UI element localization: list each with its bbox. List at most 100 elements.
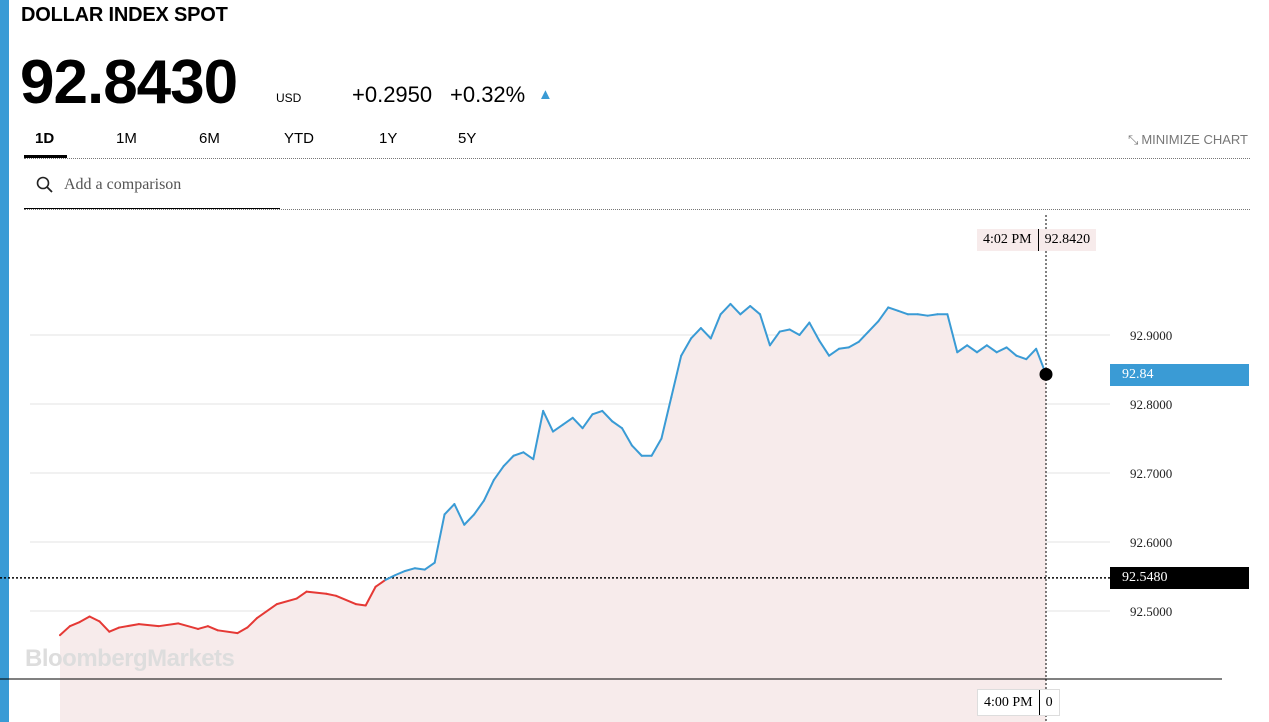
series-segment bbox=[305, 590, 328, 595]
series-segment bbox=[611, 420, 624, 430]
series-segment bbox=[828, 347, 840, 357]
page-title: DOLLAR INDEX SPOT bbox=[21, 4, 228, 26]
tab-5y[interactable]: 5Y bbox=[458, 130, 477, 147]
current-point-marker bbox=[1039, 367, 1053, 381]
series-segment bbox=[847, 340, 860, 349]
series-segment bbox=[482, 478, 495, 502]
chart-line bbox=[59, 302, 1047, 637]
chart-area-fill bbox=[60, 303, 1046, 722]
axis-readout-value: 0 bbox=[1045, 695, 1053, 710]
series-segment bbox=[818, 339, 831, 357]
series-segment bbox=[118, 623, 140, 629]
series-segment bbox=[798, 321, 811, 336]
bloomberg-markets-watermark: BloombergMarkets bbox=[25, 645, 235, 672]
y-tick-label: 92.9000 bbox=[1130, 328, 1172, 343]
series-segment bbox=[542, 409, 554, 433]
series-segment bbox=[1015, 354, 1028, 361]
series-segment bbox=[877, 306, 890, 323]
series-segment bbox=[433, 513, 446, 564]
x-axis-readout: 4:00 PM 0 bbox=[977, 689, 1060, 716]
tab-ytd[interactable]: YTD bbox=[284, 130, 314, 147]
tab-1m[interactable]: 1M bbox=[116, 130, 137, 147]
series-segment bbox=[739, 305, 752, 316]
price-chart[interactable]: 92.9000 92.8000 92.7000 92.6000 92.5000 bbox=[0, 215, 1269, 722]
series-segment bbox=[581, 413, 594, 430]
series-segment bbox=[749, 305, 762, 316]
series-segment bbox=[709, 313, 722, 340]
series-segment bbox=[601, 409, 614, 423]
series-segment bbox=[68, 621, 81, 628]
minimize-chart-label: MINIMIZE CHART bbox=[1141, 132, 1248, 147]
hover-readout: 4:02 PM 92.8420 bbox=[977, 229, 1097, 251]
series-segment bbox=[78, 615, 91, 624]
y-tick-label: 92.7000 bbox=[1130, 466, 1172, 481]
y-tick-label: 92.8000 bbox=[1130, 397, 1172, 412]
series-segment bbox=[778, 328, 791, 333]
y-tick-label: 92.5000 bbox=[1130, 604, 1172, 619]
series-segment bbox=[206, 625, 219, 632]
series-segment bbox=[384, 574, 397, 581]
series-segment bbox=[502, 454, 515, 468]
active-tab-indicator bbox=[24, 155, 67, 158]
search-icon bbox=[36, 176, 53, 193]
series-segment bbox=[808, 321, 821, 342]
tab-1y[interactable]: 1Y bbox=[379, 130, 398, 147]
series-segment bbox=[275, 597, 298, 606]
series-segment bbox=[59, 625, 71, 637]
currency-label: USD bbox=[276, 91, 302, 105]
change-absolute: +0.2950 bbox=[352, 82, 433, 107]
series-segment bbox=[857, 330, 870, 343]
series-segment bbox=[591, 409, 604, 416]
series-segment bbox=[985, 344, 998, 354]
series-segment bbox=[295, 590, 308, 600]
series-segment bbox=[680, 337, 693, 357]
comparison-search[interactable] bbox=[24, 168, 280, 209]
collapse-arrows-icon: ⤡ bbox=[1127, 132, 1139, 147]
series-segment bbox=[650, 437, 663, 457]
series-segment bbox=[522, 451, 535, 461]
series-segment bbox=[946, 313, 959, 354]
series-segment bbox=[966, 344, 978, 354]
series-segment bbox=[157, 622, 180, 628]
series-segment bbox=[670, 354, 683, 399]
previous-close-tag: 92.5480 bbox=[1110, 567, 1249, 589]
y-tick-label: 92.6000 bbox=[1130, 535, 1172, 550]
series-segment bbox=[473, 499, 485, 516]
series-segment bbox=[660, 396, 673, 440]
series-segment bbox=[729, 302, 742, 316]
tab-1d[interactable]: 1D bbox=[35, 130, 55, 147]
series-segment bbox=[995, 346, 1008, 354]
series-segment bbox=[621, 427, 633, 447]
series-segment bbox=[108, 626, 121, 633]
series-segment bbox=[335, 594, 357, 606]
series-segment bbox=[552, 423, 564, 433]
tab-6m[interactable]: 6M bbox=[199, 130, 220, 147]
series-segment bbox=[867, 320, 880, 333]
current-value-tag: 92.84 bbox=[1110, 364, 1249, 386]
series-segment bbox=[354, 603, 367, 607]
series-segment bbox=[423, 561, 436, 571]
series-segment bbox=[887, 306, 900, 312]
series-segment bbox=[975, 344, 988, 354]
series-segment bbox=[690, 327, 702, 340]
hover-value: 92.8420 bbox=[1044, 232, 1091, 247]
series-segment bbox=[571, 416, 584, 430]
series-segment bbox=[325, 592, 338, 597]
up-triangle-icon: ▲ bbox=[538, 86, 553, 103]
series-segment bbox=[719, 302, 732, 316]
series-segment bbox=[630, 444, 643, 457]
series-segment bbox=[492, 465, 505, 481]
series-segment bbox=[699, 327, 712, 340]
comparison-input[interactable] bbox=[62, 173, 276, 197]
series-segment bbox=[759, 313, 771, 347]
series-segment bbox=[256, 603, 278, 619]
tabs-divider bbox=[24, 158, 1250, 159]
minimize-chart-button[interactable]: ⤡ MINIMIZE CHART bbox=[1128, 132, 1248, 148]
series-segment bbox=[404, 567, 416, 572]
series-segment bbox=[463, 513, 476, 526]
series-segment bbox=[394, 569, 407, 577]
series-segment bbox=[413, 567, 426, 571]
series-segment bbox=[926, 313, 939, 317]
series-segment bbox=[1025, 347, 1038, 361]
series-segment bbox=[897, 309, 909, 316]
